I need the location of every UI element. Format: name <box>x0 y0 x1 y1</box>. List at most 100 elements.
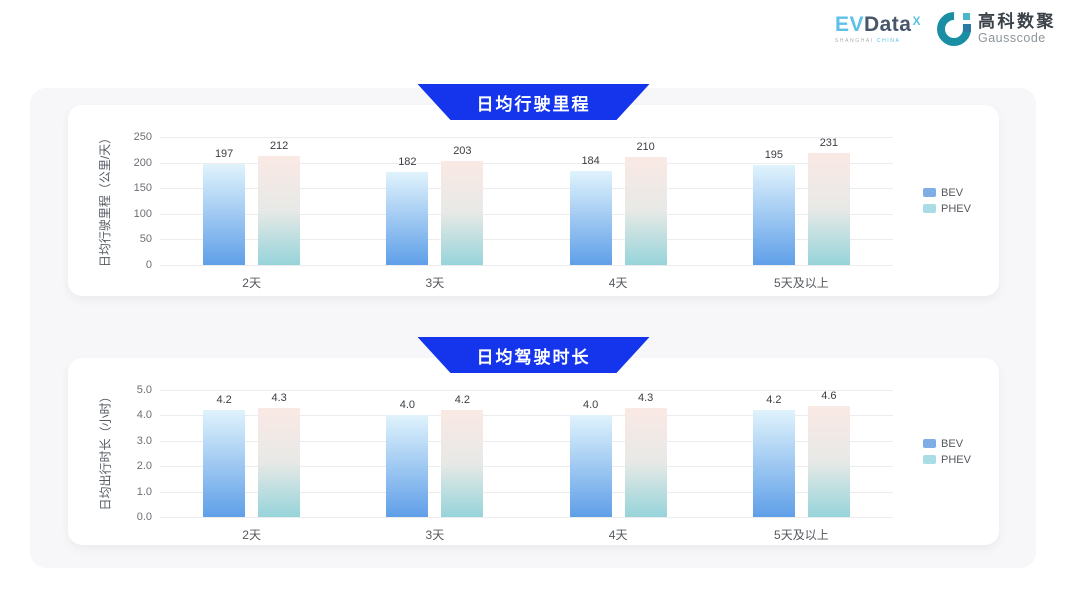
chart-card: 日均行驶里程（公里/天） 250 200 150 100 50 0 197 212 182 20… <box>68 105 999 296</box>
evdata-x-icon: X <box>912 14 921 28</box>
y-axis-title-wrap: 日均出行时长（小时） <box>94 382 116 519</box>
legend-item-phev[interactable]: PHEV <box>923 454 971 466</box>
y-tick-label: 4.0 <box>136 409 152 422</box>
bar-column: 4.3 <box>624 390 667 517</box>
bar-column: 4.3 <box>258 390 301 517</box>
legend-label: PHEV <box>941 453 971 466</box>
evdata-logo: EVDataX SHANGHAI CHINA <box>835 13 921 45</box>
legend-item-bev[interactable]: BEV <box>923 438 971 450</box>
bar-bev[interactable] <box>569 415 612 517</box>
chart-section-daily-mileage: 日均行驶里程 日均行驶里程（公里/天） 250 200 150 100 50 0 197 2… <box>68 84 999 296</box>
bar-phev[interactable] <box>807 153 850 265</box>
bar-value-label: 4.2 <box>216 394 232 407</box>
bar-group: 4.0 4.3 <box>527 390 710 517</box>
bar-group: 195 231 <box>710 137 893 265</box>
bar-bev[interactable] <box>203 410 246 517</box>
bar-value-label: 197 <box>214 148 234 161</box>
gridline <box>160 517 893 518</box>
bar-value-label: 184 <box>581 154 600 167</box>
bar-phev[interactable] <box>258 156 301 265</box>
bar-group: 182 203 <box>343 137 526 265</box>
bar-column: 210 <box>624 137 667 265</box>
bar-phev[interactable] <box>258 407 301 517</box>
x-axis-label: 4天 <box>608 528 628 542</box>
bar-bev[interactable] <box>752 165 795 265</box>
bar-group: 197 212 <box>160 137 343 265</box>
y-tick-label: 50 <box>139 233 152 246</box>
y-tick-label: 1.0 <box>136 485 152 498</box>
gridline <box>160 239 893 241</box>
evdata-sub-china: CHINA <box>876 38 901 44</box>
gridline <box>160 265 893 266</box>
bar-phev[interactable] <box>807 406 850 517</box>
x-axis-label: 2天 <box>242 276 261 290</box>
bar-value-label: 4.0 <box>399 399 416 412</box>
bar-phev[interactable] <box>624 157 667 265</box>
y-axis-title-wrap: 日均行驶里程（公里/天） <box>94 129 116 270</box>
legend-swatch-icon <box>923 204 937 213</box>
chart-section-daily-duration: 日均驾驶时长 日均出行时长（小时） 5.0 4.0 3.0 2.0 1.0 0.0 4.2… <box>68 337 999 545</box>
evdata-sub-shanghai: SHANGHAI <box>834 38 874 44</box>
bar-groups: 197 212 182 203 184 210 195 231 <box>160 137 893 265</box>
x-axis-label: 4天 <box>608 276 628 290</box>
y-axis-title: 日均出行时长（小时） <box>98 390 113 511</box>
logo-bar: EVDataX SHANGHAI CHINA 高科数聚 Gausscode <box>835 4 1056 54</box>
bar-phev[interactable] <box>441 410 484 517</box>
bar-column: 203 <box>441 137 484 265</box>
gridline <box>160 390 893 391</box>
legend-item-bev[interactable]: BEV <box>923 187 971 199</box>
evdata-data-text: Data <box>863 13 912 36</box>
y-axis-ticks: 250 200 150 100 50 0 <box>114 131 152 271</box>
bar-value-label: 210 <box>636 141 655 154</box>
gausscode-mark-icon <box>929 4 979 54</box>
x-axis-labels: 2天 3天 4天 5天及以上 <box>160 274 893 291</box>
gridline <box>160 491 893 493</box>
x-axis-labels: 2天 3天 4天 5天及以上 <box>160 526 893 543</box>
legend-item-phev[interactable]: PHEV <box>923 203 971 215</box>
bar-column: 4.0 <box>569 390 612 517</box>
bar-bev[interactable] <box>569 170 612 265</box>
bar-phev[interactable] <box>441 161 484 265</box>
y-tick-label: 5.0 <box>136 384 152 396</box>
bar-column: 184 <box>569 137 612 265</box>
gridline <box>160 466 893 468</box>
bar-value-label: 4.6 <box>821 390 837 402</box>
bar-groups: 4.2 4.3 4.0 4.2 4.0 4.3 4.2 4.6 <box>160 390 893 517</box>
x-axis-label: 5天及以上 <box>774 528 829 542</box>
bar-bev[interactable] <box>386 415 429 517</box>
bar-column: 231 <box>807 137 850 265</box>
y-tick-label: 0.0 <box>136 511 152 523</box>
gausscode-square-dark <box>963 24 971 32</box>
chart-title: 日均驾驶时长 <box>476 347 591 367</box>
bar-value-label: 212 <box>269 140 289 153</box>
bar-column: 197 <box>203 137 246 265</box>
bar-column: 4.2 <box>441 390 484 517</box>
bar-column: 4.2 <box>752 390 795 517</box>
gausscode-text: 高科数聚 Gausscode <box>978 13 1056 45</box>
bar-phev[interactable] <box>624 407 667 517</box>
legend-swatch-icon <box>923 439 937 448</box>
x-axis-label: 3天 <box>425 276 445 290</box>
legend-label: BEV <box>941 186 964 199</box>
gausscode-square-light <box>963 13 970 20</box>
bar-bev[interactable] <box>203 164 246 265</box>
bar-column: 4.2 <box>203 390 246 517</box>
plot-area: 4.2 4.3 4.0 4.2 4.0 4.3 4.2 4.6 <box>160 390 893 518</box>
bar-column: 182 <box>386 137 429 265</box>
bar-bev[interactable] <box>386 171 429 265</box>
dashboard-panel: 日均行驶里程 日均行驶里程（公里/天） 250 200 150 100 50 0 197 2… <box>30 88 1036 568</box>
y-axis-ticks: 5.0 4.0 3.0 2.0 1.0 0.0 <box>114 384 152 523</box>
bar-group: 4.2 4.6 <box>710 390 893 517</box>
evdata-subtitle: SHANGHAI CHINA <box>835 38 900 44</box>
bar-column: 4.6 <box>807 390 850 517</box>
chart-title-banner: 日均行驶里程 <box>418 84 650 120</box>
plot-area: 197 212 182 203 184 210 195 231 <box>160 137 893 266</box>
bar-bev[interactable] <box>752 410 795 517</box>
bar-value-label: 4.3 <box>271 391 287 404</box>
bar-value-label: 195 <box>764 149 784 162</box>
x-axis-label: 2天 <box>242 528 261 542</box>
bar-group: 4.2 4.3 <box>160 390 343 517</box>
gausscode-cn: 高科数聚 <box>978 12 1056 32</box>
gausscode-en: Gausscode <box>978 31 1046 46</box>
y-tick-label: 100 <box>133 207 152 220</box>
